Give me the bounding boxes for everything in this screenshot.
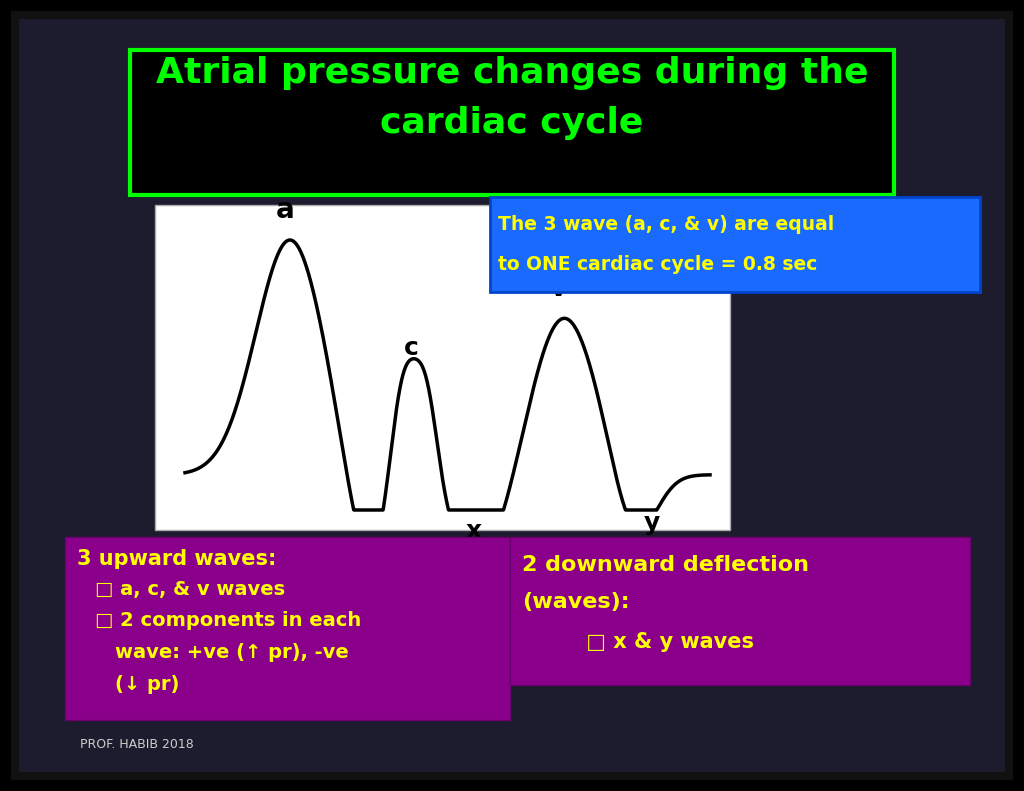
Text: x: x xyxy=(466,519,481,543)
Bar xyxy=(490,197,980,292)
Text: (↓ pr): (↓ pr) xyxy=(115,676,179,694)
Text: v: v xyxy=(549,277,566,302)
Text: 3 upward waves:: 3 upward waves: xyxy=(77,549,276,569)
Bar xyxy=(510,537,970,685)
Bar xyxy=(130,50,894,195)
Text: □ 2 components in each: □ 2 components in each xyxy=(95,611,361,630)
Text: a: a xyxy=(275,196,294,224)
Text: PROF. HABIB 2018: PROF. HABIB 2018 xyxy=(80,739,194,751)
Text: Atrial pressure changes during the: Atrial pressure changes during the xyxy=(156,56,868,90)
Text: wave: +ve (↑ pr), -ve: wave: +ve (↑ pr), -ve xyxy=(115,644,349,663)
Text: □ x & y waves: □ x & y waves xyxy=(550,632,754,652)
Bar xyxy=(155,205,730,530)
Text: □ a, c, & v waves: □ a, c, & v waves xyxy=(95,580,285,599)
Text: (waves):: (waves): xyxy=(522,592,630,612)
Text: c: c xyxy=(403,336,419,360)
Text: cardiac cycle: cardiac cycle xyxy=(380,106,644,140)
Text: The 3 wave (a, c, & v) are equal: The 3 wave (a, c, & v) are equal xyxy=(498,214,835,233)
Text: 2 downward deflection: 2 downward deflection xyxy=(522,555,809,575)
Text: to ONE cardiac cycle = 0.8 sec: to ONE cardiac cycle = 0.8 sec xyxy=(498,255,817,274)
Bar xyxy=(65,537,510,720)
Text: y: y xyxy=(644,511,660,535)
